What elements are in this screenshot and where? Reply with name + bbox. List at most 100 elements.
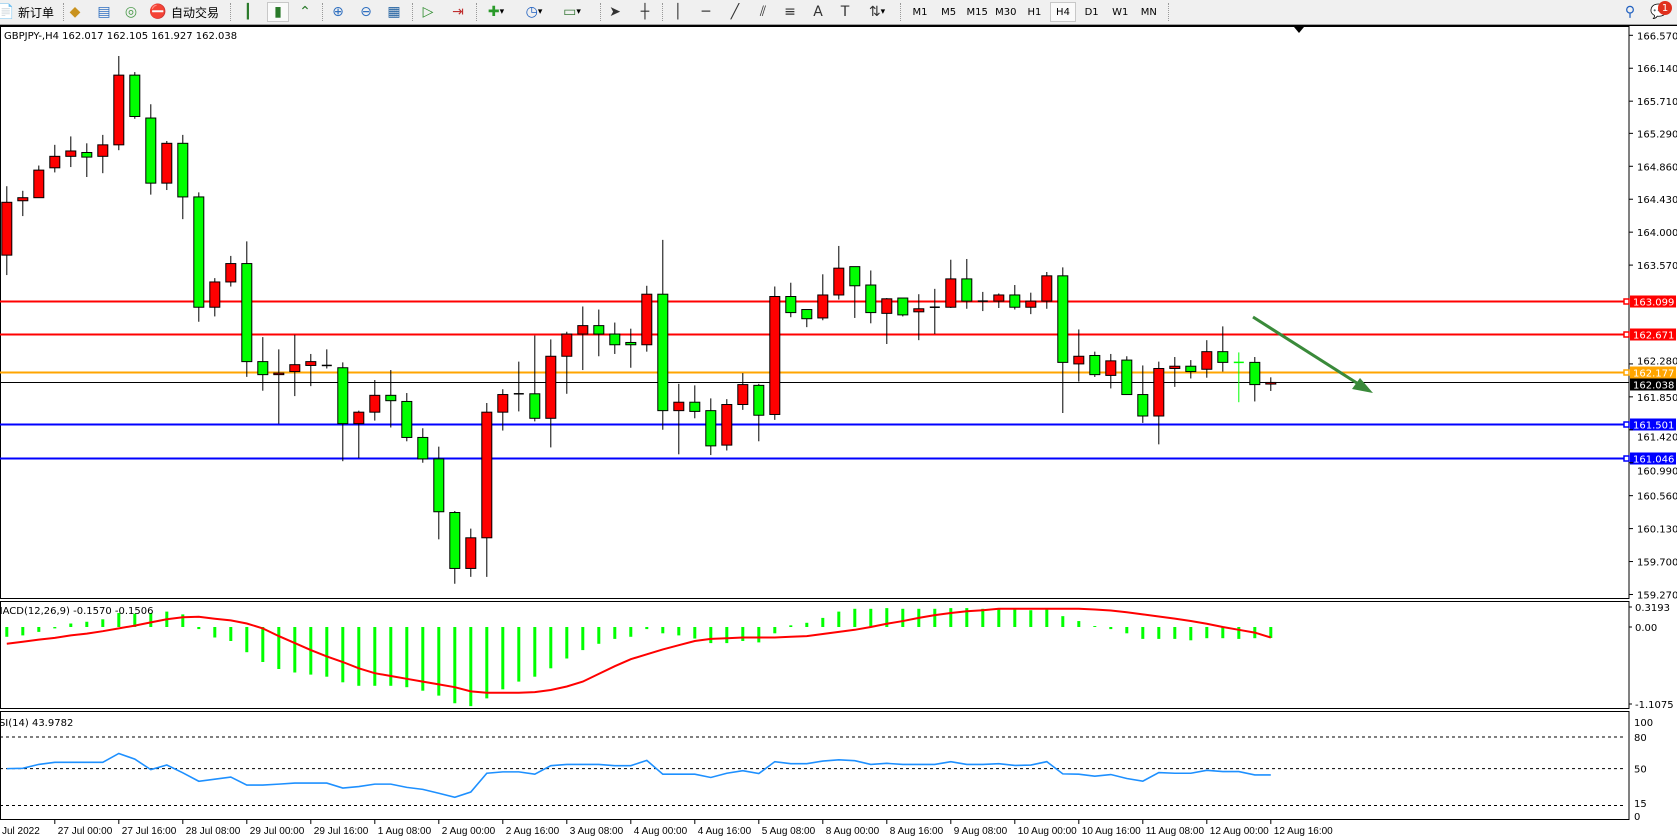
text-icon: A xyxy=(813,4,823,20)
candle xyxy=(929,288,940,335)
toolbar-separator xyxy=(600,3,602,21)
tile-windows-button[interactable]: ▦ xyxy=(383,2,405,22)
candle-body xyxy=(385,394,397,402)
indicators-button[interactable]: ✚ ▾ xyxy=(480,2,512,22)
navigator-icon: ◎ xyxy=(124,4,138,20)
candle xyxy=(641,285,653,352)
timeframe-d1[interactable]: D1 xyxy=(1084,6,1099,18)
auto-trading-button[interactable]: 自动交易 xyxy=(171,5,220,20)
rsi-line xyxy=(6,752,1271,799)
timeframe-m15[interactable]: M15 xyxy=(966,6,988,18)
candle-body xyxy=(1265,381,1277,385)
timeframe-h1[interactable]: H1 xyxy=(1027,6,1042,18)
line-handle[interactable] xyxy=(1623,455,1630,462)
auto-scroll-button[interactable]: ▷ xyxy=(417,2,439,22)
trendline-button[interactable]: ╱ xyxy=(724,2,746,22)
data-window-button[interactable]: ▤ xyxy=(93,2,115,22)
text-button[interactable]: A xyxy=(807,2,829,22)
candle xyxy=(1041,271,1053,309)
candle-body xyxy=(49,155,61,169)
timeframe-m5[interactable]: M5 xyxy=(941,6,957,18)
candle-body xyxy=(225,263,237,283)
candle xyxy=(193,192,205,322)
price-tag xyxy=(1630,328,1676,341)
candle xyxy=(897,297,909,317)
candlestick-button[interactable]: ▮ xyxy=(267,2,289,22)
crosshair-button[interactable]: ┼ xyxy=(634,2,656,22)
chevron-down-icon: ▾ xyxy=(880,7,886,17)
notification-button[interactable]: 💬1 xyxy=(1648,1,1672,22)
candle-body xyxy=(545,355,557,419)
candle xyxy=(97,134,109,174)
candle xyxy=(753,383,765,442)
text-label-button[interactable]: T xyxy=(834,2,856,22)
candle xyxy=(241,241,253,377)
chart-shift-marker[interactable] xyxy=(1294,27,1304,33)
candle-body xyxy=(753,384,765,416)
candle xyxy=(1153,361,1165,445)
line-handle[interactable] xyxy=(1623,421,1630,428)
zoom-in-icon: ⊕ xyxy=(332,4,344,20)
line-chart-button[interactable]: ⌃ xyxy=(294,2,316,22)
cursor-button[interactable]: ➤ xyxy=(604,2,626,22)
new-order-icon: 📄 xyxy=(0,4,15,20)
horizontal-line-button[interactable]: ─ xyxy=(695,2,717,22)
timeframe-w1[interactable]: W1 xyxy=(1112,6,1129,18)
templates-button[interactable]: ▭ ▾ xyxy=(556,2,588,22)
line-handle[interactable] xyxy=(1623,298,1630,305)
auto-scroll-icon: ▷ xyxy=(422,4,434,20)
candle-body xyxy=(177,142,189,198)
line-handle[interactable] xyxy=(1623,331,1630,338)
trend-arrow[interactable] xyxy=(1252,315,1373,393)
time-label: 3 Aug 08:00 xyxy=(570,826,624,837)
new-order-button[interactable]: 新订单 xyxy=(18,5,55,20)
candle-body xyxy=(1169,365,1181,370)
time-label: 29 Jul 00:00 xyxy=(250,826,305,837)
candle-body xyxy=(657,293,669,412)
candle-body xyxy=(625,341,637,346)
candle xyxy=(593,309,605,357)
candle-body xyxy=(1153,368,1165,417)
market-watch-button[interactable]: ◆ xyxy=(64,2,86,22)
macd-panel[interactable] xyxy=(0,601,1630,709)
periods-button[interactable]: ◷ ▾ xyxy=(518,2,550,22)
bar-chart-button[interactable]: ┃ xyxy=(237,2,259,22)
candle-body xyxy=(561,333,573,357)
auto-trading-button[interactable]: ⛔ xyxy=(147,2,169,22)
search-button[interactable]: ⚲ xyxy=(1619,2,1641,22)
candle-body xyxy=(945,278,957,308)
new-order-button[interactable]: 📄 xyxy=(0,2,17,22)
macd-signal-line xyxy=(6,607,1272,694)
time-label: Jul 2022 xyxy=(2,826,40,837)
zoom-out-button[interactable]: ⊖ xyxy=(355,2,377,22)
timeframe-h4[interactable]: H4 xyxy=(1050,2,1076,22)
fibonacci-button[interactable]: ≡ xyxy=(779,2,801,22)
candle-body xyxy=(273,372,285,376)
candle xyxy=(865,270,877,324)
timeframe-mn[interactable]: MN xyxy=(1140,6,1157,18)
bar-chart-icon: ┃ xyxy=(243,4,253,20)
zoom-in-button[interactable]: ⊕ xyxy=(327,2,349,22)
line-handle[interactable] xyxy=(1623,369,1630,376)
main-chart-panel[interactable] xyxy=(0,26,1630,599)
equidistant-channel-button[interactable]: ⫽ xyxy=(752,2,774,22)
candle-body xyxy=(1009,294,1021,308)
vertical-line-button[interactable]: │ xyxy=(667,2,689,22)
candle xyxy=(993,293,1005,308)
rsi-panel[interactable] xyxy=(0,711,1630,820)
chart-shift-button[interactable]: ⇥ xyxy=(447,2,469,22)
toolbar-separator xyxy=(1168,3,1170,21)
navigator-button[interactable]: ◎ xyxy=(120,2,142,22)
timeframe-m1[interactable]: M1 xyxy=(912,6,928,18)
arrows-icon: ⇅ xyxy=(868,4,881,20)
time-label: 2 Aug 00:00 xyxy=(442,826,496,837)
candle-body xyxy=(401,400,413,438)
candle xyxy=(209,278,221,317)
candle xyxy=(481,402,493,577)
candle-body xyxy=(689,401,701,412)
zoom-out-icon: ⊖ xyxy=(360,4,372,20)
arrows-button[interactable]: ⇅ ▾ xyxy=(861,2,893,22)
timeframe-m30[interactable]: M30 xyxy=(995,6,1017,18)
candle-body xyxy=(785,296,797,314)
